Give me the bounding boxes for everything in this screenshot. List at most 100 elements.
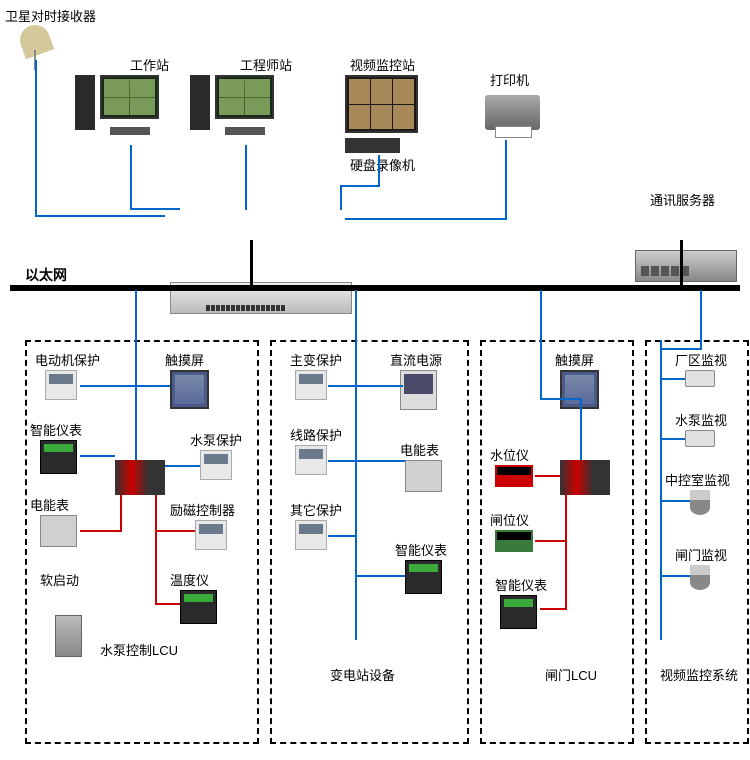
conn-red <box>535 540 565 542</box>
water-level-label: 水位仪 <box>490 445 529 464</box>
conn <box>80 455 115 457</box>
plant-camera-icon <box>685 370 715 387</box>
comm-server-icon <box>635 250 737 282</box>
ethernet-bus <box>10 285 740 291</box>
conn <box>135 290 137 340</box>
conn <box>245 145 247 210</box>
plant-monitor-label: 厂区监视 <box>675 350 727 369</box>
main-protect-icon <box>295 370 327 400</box>
conn <box>345 218 507 220</box>
plc1-icon <box>115 460 165 495</box>
excitation-icon <box>195 520 227 550</box>
vfd-icon <box>55 615 82 657</box>
pump-monitor-label: 水泵监视 <box>675 410 727 429</box>
comm-server-label: 通讯服务器 <box>650 190 715 209</box>
pump-camera-icon <box>685 430 715 447</box>
gate-meter-icon <box>495 530 533 552</box>
conn <box>135 385 170 387</box>
conn <box>540 398 580 400</box>
control-room-label: 中控室监视 <box>665 470 730 489</box>
printer-label: 打印机 <box>490 70 529 89</box>
conn-red <box>120 495 122 532</box>
smart-meter3-label: 智能仪表 <box>495 575 547 594</box>
conn-red <box>155 603 180 605</box>
conn <box>135 340 137 460</box>
motor-protect-icon <box>45 370 77 400</box>
conn <box>250 240 253 285</box>
conn <box>355 575 405 577</box>
engineer-label: 工程师站 <box>240 55 292 74</box>
video-station-label: 视频监控站 <box>350 55 415 74</box>
temperature-label: 温度仪 <box>170 570 209 589</box>
gate-monitor-label: 闸门监视 <box>675 545 727 564</box>
gate-meter-label: 闸位仪 <box>490 510 529 529</box>
conn <box>680 240 683 285</box>
satellite-label: 卫星对时接收器 <box>5 6 96 25</box>
conn-red <box>155 530 195 532</box>
excitation-label: 励磁控制器 <box>170 500 235 519</box>
touchscreen1-icon <box>170 370 209 409</box>
conn <box>660 438 685 440</box>
conn <box>355 290 357 340</box>
conn <box>328 535 355 537</box>
conn <box>328 385 403 387</box>
other-protect-icon <box>295 520 327 550</box>
conn <box>700 290 702 340</box>
pump-protect-icon <box>200 450 232 480</box>
other-protect-label: 其它保护 <box>290 500 342 519</box>
main-protect-label: 主变保护 <box>290 350 342 369</box>
engineer-icon <box>215 75 274 135</box>
conn <box>130 208 180 210</box>
conn <box>165 465 200 467</box>
ethernet-label: 以太网 <box>25 265 67 285</box>
pump-protect-label: 水泵保护 <box>190 430 242 449</box>
video-station-icon <box>345 75 418 153</box>
conn-red <box>565 495 567 610</box>
conn <box>340 185 342 210</box>
conn-red <box>535 475 560 477</box>
smart-meter1-icon <box>40 440 77 474</box>
energy-meter2-label: 电能表 <box>400 440 439 459</box>
water-level-icon <box>495 465 533 487</box>
conn <box>660 378 685 380</box>
video-system-label: 视频监控系统 <box>660 665 738 684</box>
touchscreen3-label: 触摸屏 <box>555 350 594 369</box>
conn <box>35 215 165 217</box>
conn-red <box>80 530 120 532</box>
motor-protect-label: 电动机保护 <box>35 350 100 369</box>
energy-meter1-icon <box>40 515 77 547</box>
plc3-icon <box>560 460 610 495</box>
workstation-label: 工作站 <box>130 55 169 74</box>
line-protect-icon <box>295 445 327 475</box>
dvr-label: 硬盘录像机 <box>350 155 415 174</box>
satellite-icon <box>20 25 50 55</box>
conn <box>540 290 542 340</box>
smart-meter2-icon <box>405 560 442 594</box>
control-camera-icon <box>690 490 710 515</box>
conn <box>35 60 37 215</box>
conn <box>580 398 582 460</box>
dc-power-icon <box>400 370 437 410</box>
pump-lcu-label: 水泵控制LCU <box>100 640 178 659</box>
conn-red <box>155 495 157 605</box>
conn <box>660 500 690 502</box>
conn <box>540 340 542 400</box>
smart-meter2-label: 智能仪表 <box>395 540 447 559</box>
conn <box>660 340 662 640</box>
conn <box>340 185 380 187</box>
substation-label: 变电站设备 <box>330 665 395 684</box>
conn <box>378 155 380 185</box>
conn <box>328 460 405 462</box>
conn <box>660 575 690 577</box>
conn-red <box>540 608 567 610</box>
smart-meter1-label: 智能仪表 <box>30 420 82 439</box>
conn <box>80 385 135 387</box>
temperature-icon <box>180 590 217 624</box>
conn <box>660 348 702 350</box>
conn <box>130 145 132 210</box>
dc-power-label: 直流电源 <box>390 350 442 369</box>
touchscreen1-label: 触摸屏 <box>165 350 204 369</box>
line-protect-label: 线路保护 <box>290 425 342 444</box>
energy-meter1-label: 电能表 <box>30 495 69 514</box>
smart-meter3-icon <box>500 595 537 629</box>
